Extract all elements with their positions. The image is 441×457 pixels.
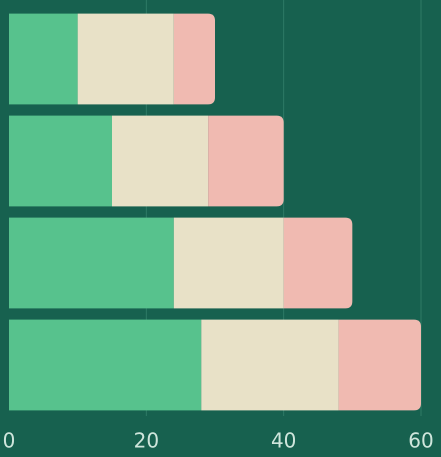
bar-segment [173,13,215,105]
bar-segment [9,13,78,105]
x-tick-label: 0 [3,429,16,453]
bar-segment [173,217,284,309]
bar-segment [9,319,202,411]
bar-segment [112,115,209,207]
bar-segment [338,319,421,411]
bar-segment [9,217,174,309]
x-tick-label: 40 [271,429,296,453]
bar-segment [9,115,112,207]
bar-segment [201,319,339,411]
bar-segment [208,115,284,207]
x-tick-label: 20 [134,429,159,453]
bar-segment [283,217,353,309]
bar-segment [77,13,174,105]
x-tick-label: 60 [408,429,433,453]
